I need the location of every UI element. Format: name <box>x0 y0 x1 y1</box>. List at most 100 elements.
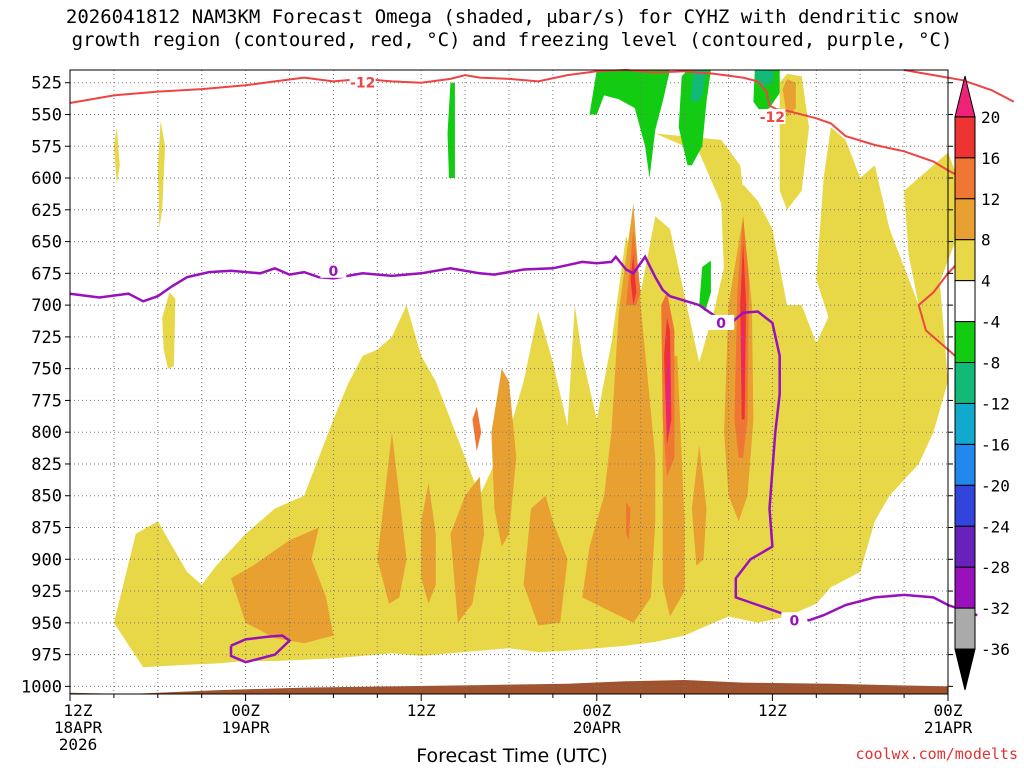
y-tick-label-575: 575 <box>31 137 62 157</box>
y-tick-label-525: 525 <box>31 74 62 94</box>
colorbar-segment-4 <box>954 239 976 282</box>
zero-contour-label-1: 0 <box>708 314 735 332</box>
freezing-level-contour <box>69 254 978 622</box>
colorbar-label-2: 12 <box>981 190 1000 209</box>
colorbar-label-13: -36 <box>981 640 1010 659</box>
y-tick-label-1000: 1000 <box>21 677 62 697</box>
freezing-level-loop <box>229 634 292 664</box>
credit-text: coolwx.com/modelts <box>855 745 1018 763</box>
x-tick-label-48-0: 12Z <box>758 701 787 720</box>
x-tick-label-0-1: 18APR <box>54 718 103 737</box>
y-tick-label-700: 700 <box>31 296 62 316</box>
x-tick-label-12-1: 19APR <box>222 718 271 737</box>
colorbar-label-9: -20 <box>981 476 1010 495</box>
colorbar-segment-10 <box>954 484 976 527</box>
x-tick-label-36-1: 20APR <box>573 718 622 737</box>
colorbar-label-8: -16 <box>981 435 1010 454</box>
y-tick-label-650: 650 <box>31 233 62 253</box>
colorbar-segment-5 <box>954 280 976 323</box>
y-tick-label-800: 800 <box>31 423 62 443</box>
contour-label-text: -12 <box>760 110 785 126</box>
omega-region-rise-4 <box>852 419 875 490</box>
y-tick-label-600: 600 <box>31 169 62 189</box>
y-tick-label-675: 675 <box>31 264 62 284</box>
x-tick-label-0-2: 2026 <box>59 735 98 754</box>
colorbar-segment-2 <box>954 157 976 200</box>
contour-label-text: -12 <box>350 76 375 92</box>
colorbar-segment-top <box>954 75 976 118</box>
y-tick-label-850: 850 <box>31 487 62 507</box>
contour-label-text: 0 <box>329 264 339 280</box>
colorbar-label-3: 8 <box>981 231 991 250</box>
y-tick-label-750: 750 <box>31 360 62 380</box>
minus12-contour-label-0: -12 <box>349 74 376 92</box>
axes-layer: 525 550 575 600 625 650 675 700 725 750 775 800 825 8… <box>21 74 972 754</box>
omega-region-rise-8 <box>450 476 485 623</box>
omega-region-rise-16 <box>630 254 637 306</box>
colorbar-segment-11 <box>954 525 976 568</box>
omega-region-sink-8 <box>589 70 670 178</box>
omega-region-rise-4 <box>113 127 120 185</box>
x-tick-label-0-0: 12Z <box>64 701 93 720</box>
colorbar-label-11: -28 <box>981 558 1010 577</box>
zero-contour-label-2: 0 <box>781 612 808 629</box>
x-tick-label-36-0: 00Z <box>582 701 611 720</box>
colorbar-segment-12 <box>954 566 976 609</box>
colorbar-label-10: -24 <box>981 517 1010 536</box>
colorbar-segment-7 <box>954 362 976 404</box>
omega-region-rise-8 <box>421 483 436 604</box>
omega-region-sink-12 <box>690 70 707 102</box>
colorbar-segment-bottom <box>954 648 976 691</box>
y-tick-label-725: 725 <box>31 328 62 348</box>
chart-title-line2: growth region (contoured, red, °C) and f… <box>71 29 953 51</box>
contour-label-bg <box>781 612 808 628</box>
colorbar-segment-6 <box>954 321 976 364</box>
omega-region-rise-4 <box>816 127 875 337</box>
contour-label-bg <box>349 74 376 90</box>
colorbar-label-12: -32 <box>981 599 1010 618</box>
contour-label-text: 0 <box>789 613 799 629</box>
zero-contour-label-0: 0 <box>320 262 347 280</box>
colorbar-label-5: -4 <box>981 313 1000 332</box>
x-tick-label-60-1: 21APR <box>924 718 973 737</box>
omega-region-rise-20 <box>741 311 745 395</box>
contour-label-bg <box>320 262 347 278</box>
colorbar-label-4: 4 <box>981 272 991 291</box>
colorbar: 20 16 12 8 4 -4 -8 -12 -16 -20 -24 -28 -32 -36 <box>954 75 1010 691</box>
y-tick-label-625: 625 <box>31 201 62 221</box>
x-tick-label-24-0: 12Z <box>407 701 436 720</box>
omega-region-rise-4 <box>162 292 176 369</box>
y-tick-label-775: 775 <box>31 391 62 411</box>
omega-region-rise-4 <box>318 470 378 655</box>
omega-region-rise-8 <box>782 78 796 117</box>
omega-region-rise-12 <box>472 406 482 452</box>
omega-region-sink-8 <box>447 82 455 178</box>
x-axis-label: Forecast Time (UTC) <box>416 745 608 767</box>
omega-region-rise-8 <box>691 444 707 566</box>
chart-title-line1: 2026041812 NAM3KM Forecast Omega (shaded… <box>65 6 959 28</box>
omega-region-sink-8 <box>699 260 711 312</box>
omega-region-rise-20 <box>665 343 671 435</box>
y-tick-label-875: 875 <box>31 519 62 539</box>
omega-region-rise-8 <box>582 203 656 623</box>
colorbar-segment-9 <box>954 443 976 486</box>
y-tick-label-925: 925 <box>31 582 62 602</box>
omega-region-rise-12 <box>626 502 631 541</box>
omega-region-rise-8 <box>231 527 334 644</box>
omega-region-sink-8 <box>678 70 711 166</box>
omega-region-rise-8 <box>491 368 517 547</box>
omega-region-rise-8 <box>523 495 568 626</box>
y-tick-label-900: 900 <box>31 550 62 570</box>
omega-region-rise-8 <box>377 432 407 604</box>
colorbar-segment-8 <box>954 402 976 445</box>
colorbar-label-1: 16 <box>981 149 1000 168</box>
colorbar-label-7: -12 <box>981 394 1010 413</box>
colorbar-segment-3 <box>954 198 976 241</box>
contour-label-bg <box>759 109 786 125</box>
contour-label-text: 0 <box>716 316 726 332</box>
colorbar-segment-1 <box>954 116 976 159</box>
colorbar-label-6: -8 <box>981 354 1000 373</box>
x-tick-label-60-0: 00Z <box>934 701 963 720</box>
minus12-contour-label-1: -12 <box>759 109 786 126</box>
